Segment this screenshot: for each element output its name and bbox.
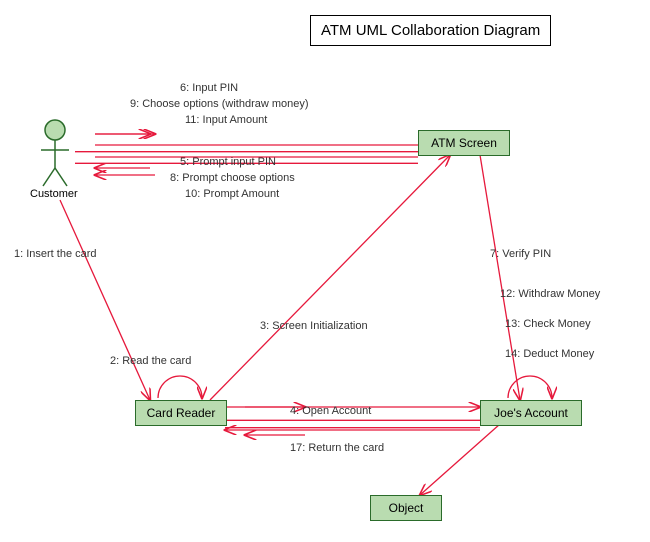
actor-label: Customer bbox=[30, 188, 78, 200]
diagram-canvas: ATM UML Collaboration Diagram Customer ATM… bbox=[0, 0, 650, 542]
message-label-6: 1: Insert the card bbox=[14, 248, 97, 260]
message-label-1: 9: Choose options (withdraw money) bbox=[130, 98, 309, 110]
message-label-11: 7: Verify PIN bbox=[490, 248, 551, 260]
message-label-13: 13: Check Money bbox=[505, 318, 591, 330]
node-card-reader: Card Reader bbox=[135, 400, 227, 426]
message-label-9: 4: Open Account bbox=[290, 405, 371, 417]
message-label-5: 10: Prompt Amount bbox=[185, 188, 279, 200]
message-label-7: 2: Read the card bbox=[110, 355, 191, 367]
message-label-0: 6: Input PIN bbox=[180, 82, 238, 94]
message-label-10: 17: Return the card bbox=[290, 442, 384, 454]
node-joes-account: Joe's Account bbox=[480, 400, 582, 426]
node-object: Object bbox=[370, 495, 442, 521]
message-label-12: 12: Withdraw Money bbox=[500, 288, 600, 300]
message-label-8: 3: Screen Initialization bbox=[260, 320, 368, 332]
actor-customer bbox=[41, 120, 69, 186]
node-atm-screen: ATM Screen bbox=[418, 130, 510, 156]
message-label-3: 5: Prompt input PIN bbox=[180, 156, 276, 168]
message-label-4: 8: Prompt choose options bbox=[170, 172, 295, 184]
message-label-14: 14: Deduct Money bbox=[505, 348, 594, 360]
diagram-svg bbox=[0, 0, 650, 542]
message-label-2: 11: Input Amount bbox=[185, 114, 267, 126]
diagram-title: ATM UML Collaboration Diagram bbox=[310, 15, 551, 46]
